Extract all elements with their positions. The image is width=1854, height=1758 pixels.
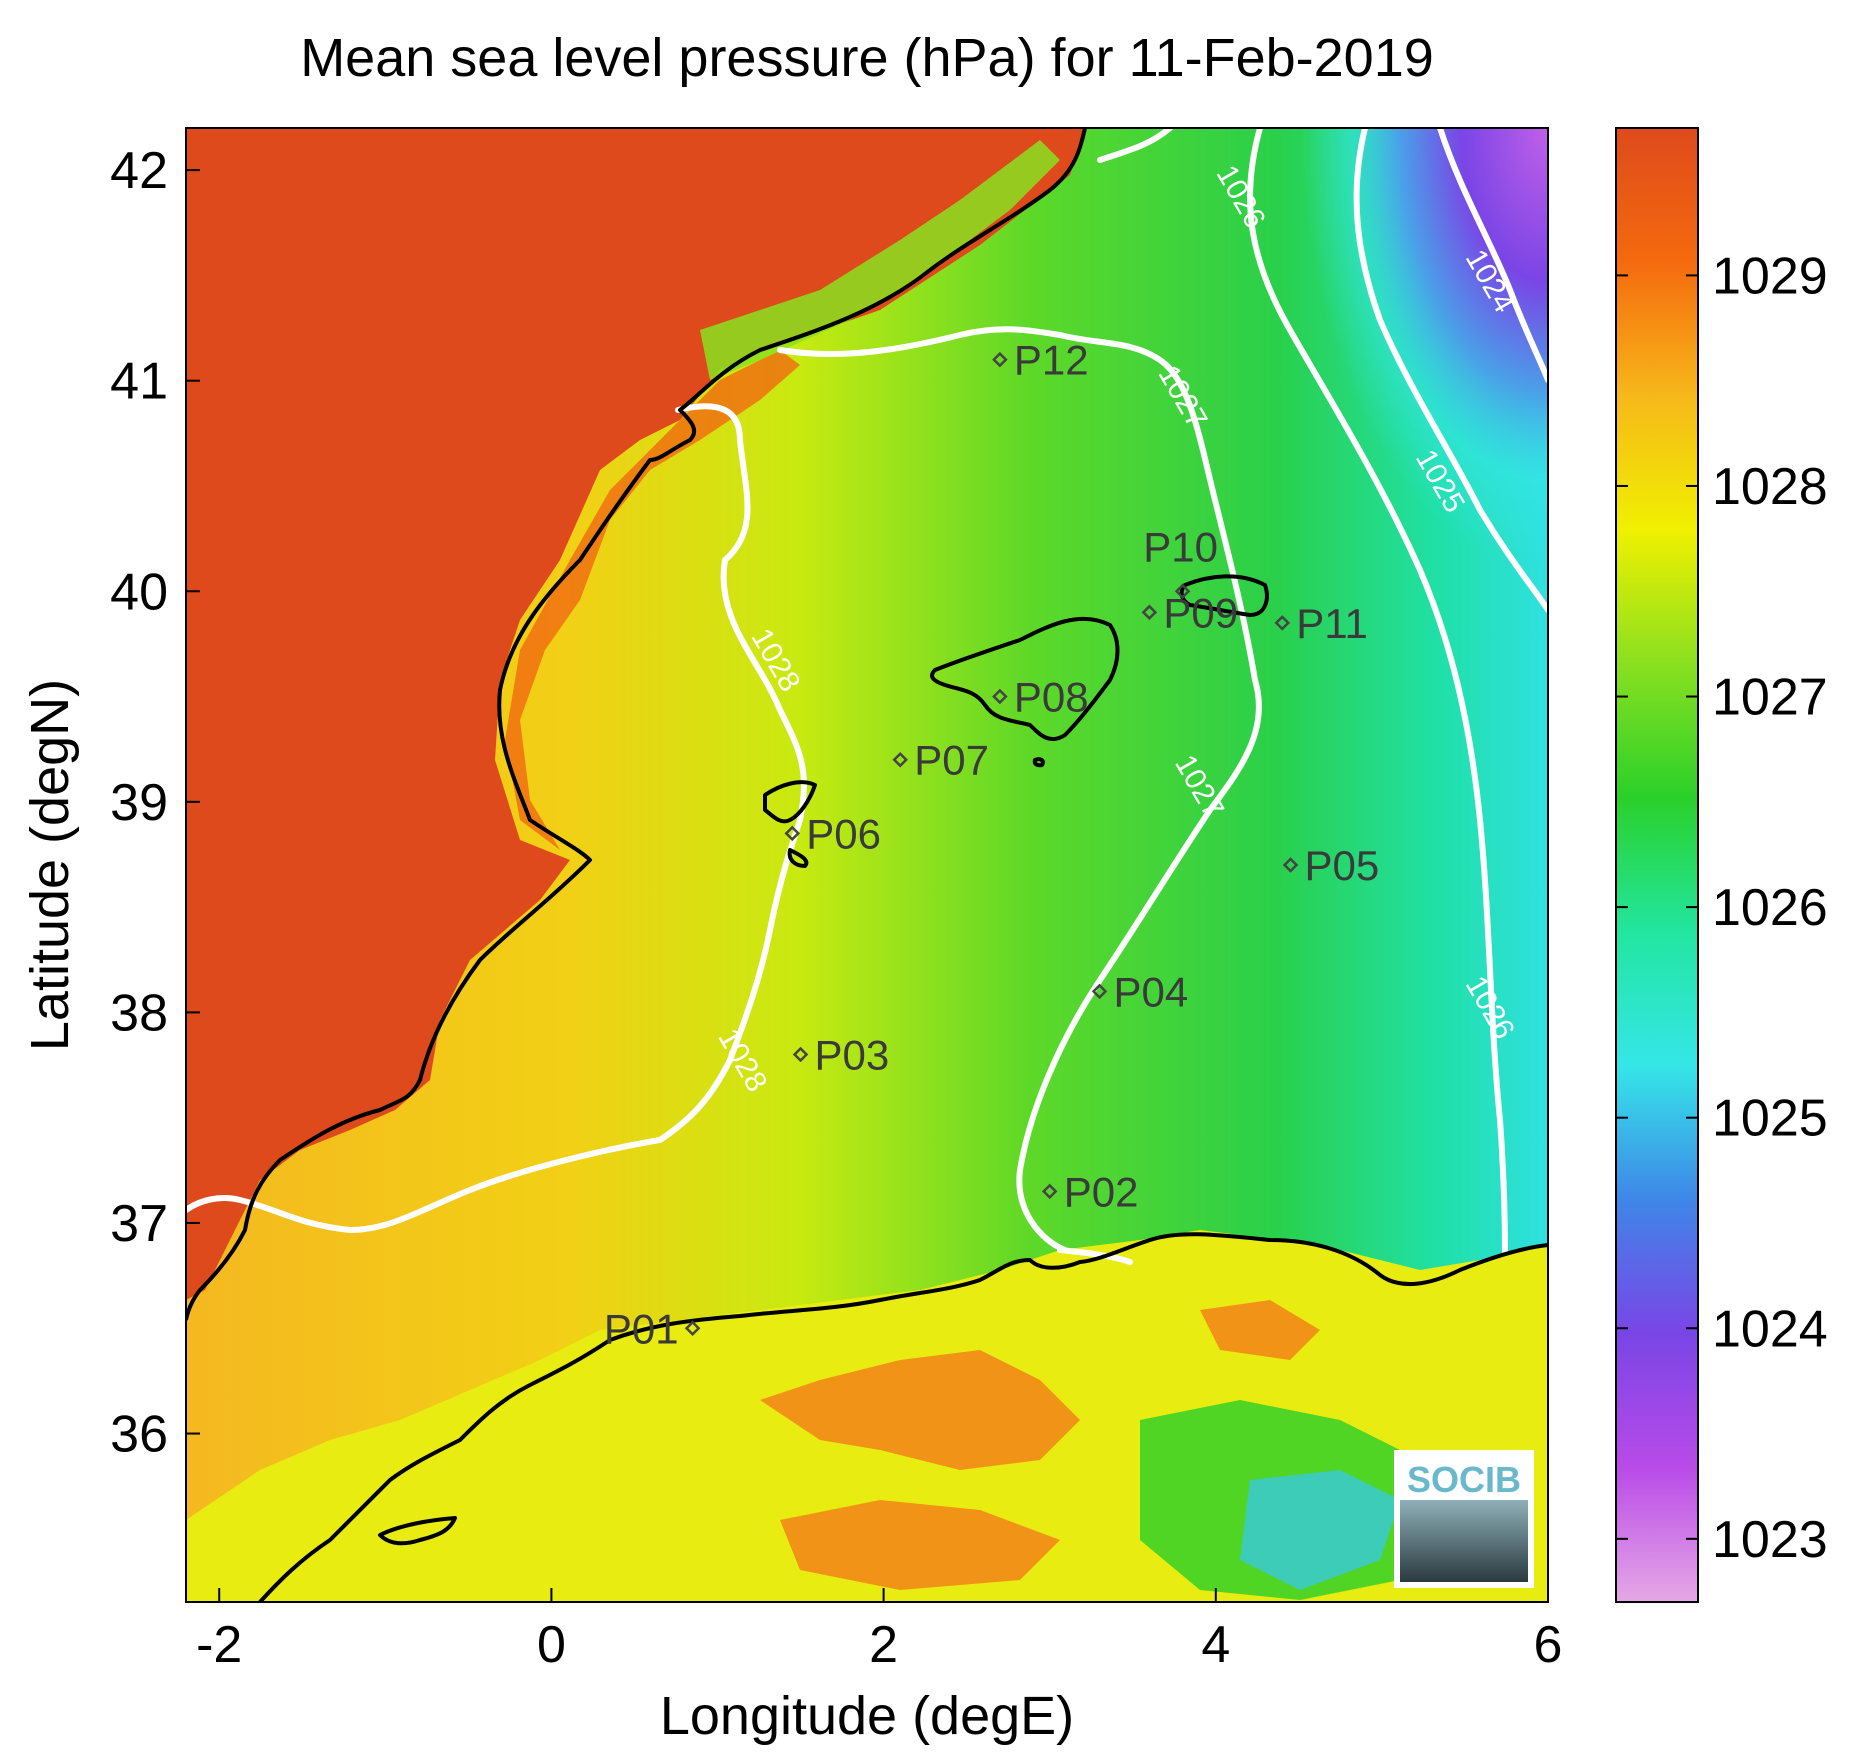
cabrera-coast [1032,757,1045,768]
y-tick-label: 39 [110,774,168,832]
colorbar-tick-label: 1028 [1712,458,1828,516]
station-marker [892,751,908,768]
iberia-coastal-band [505,350,800,850]
contour-1027-northeast [1097,128,1173,163]
y-tick-label: 41 [110,353,168,411]
station-marker [1141,604,1158,621]
colorbar-tick-label: 1024 [1712,1300,1828,1358]
contour-1026-north [1247,128,1508,1255]
station-label: P01 [604,1305,679,1352]
y-axis: 36 37 38 39 40 41 42 [110,142,200,1464]
ibiza-coast [763,780,817,824]
colorbar-tick-label: 1023 [1712,1511,1828,1569]
station-marker [1274,615,1291,631]
colorbar-ticks: 1023 1024 1025 1026 1027 1028 1029 [1616,247,1828,1569]
station-marker [784,825,801,842]
contour-1025 [1353,128,1548,613]
x-tick-label: 2 [869,1616,898,1674]
colorbar-tick-label: 1025 [1712,1090,1828,1148]
station-label: P11 [1296,600,1368,647]
y-tick-label: 42 [110,142,168,200]
station-marker [684,1320,701,1337]
x-tick-label: 0 [537,1616,566,1674]
station-marker [1282,857,1299,873]
colorbar-gradient [1615,127,1699,1603]
x-tick-label: -2 [196,1616,242,1674]
station-marker [992,351,1008,368]
y-tick-label: 36 [110,1406,168,1464]
africa-orange-highlands [760,1300,1320,1590]
iberia-land [186,128,1085,1300]
africa-cyan-east [1240,1470,1400,1590]
mallorca-coast [930,616,1120,742]
contour-1027-islands [777,326,1262,1253]
station-label: P02 [1064,1168,1139,1215]
colorbar-tick-label: 1027 [1712,669,1828,727]
station-label: P08 [1014,674,1089,721]
contour-1028 [186,403,807,1234]
iberia-green-patches [700,140,1060,380]
alboran-island [378,1516,457,1546]
menorca-coast [1179,574,1269,617]
low-pressure-corner [1100,128,1548,928]
station-label: P10 [1143,523,1218,570]
coastlines [186,128,1548,1602]
colorbar: 1023 1024 1025 1026 1027 1028 1029 [1615,127,1828,1603]
station-marker [1091,983,1108,1000]
station-label: P07 [914,737,989,784]
x-axis-label: Longitude (degE) [660,1686,1074,1746]
formentera-coast [787,848,809,868]
station-label: P03 [815,1032,890,1079]
y-tick-label: 38 [110,984,168,1042]
y-tick-label: 37 [110,1195,168,1253]
x-axis: -2 0 2 4 6 [196,1588,1562,1674]
pressure-contours [186,128,1548,1265]
station-markers: P01 P02 P03 P04 P05 P06 P07 P08 P09 P10 P11 P12 [604,337,1379,1353]
x-tick-label: 4 [1201,1616,1230,1674]
station-marker [792,1046,809,1063]
colorbar-tick-label: 1026 [1712,879,1828,937]
chart-title: Mean sea level pressure (hPa) for 11-Feb… [300,28,1434,88]
y-tick-label: 40 [110,563,168,621]
iberia-coastline [186,128,1087,1321]
station-marker [992,688,1008,705]
colorbar-tick-label: 1029 [1712,247,1828,305]
station-label: P09 [1163,589,1238,636]
plot-frame [185,127,1549,1603]
station-label: P05 [1305,842,1380,889]
station-label: P04 [1114,968,1189,1015]
station-marker [1174,583,1191,600]
socib-logo-body [1400,1500,1528,1582]
x-tick-label: 6 [1534,1616,1563,1674]
station-label: P06 [806,810,881,857]
contour-1024 [1437,128,1548,383]
africa-coastline [258,1232,1548,1602]
station-marker [1041,1183,1058,1200]
contour-1028-africa [1057,1247,1133,1265]
socib-logo: SOCIB [1394,1450,1534,1588]
socib-logo-text: SOCIB [1407,1459,1521,1500]
station-label: P12 [1014,337,1089,384]
y-axis-label: Latitude (degN) [20,679,80,1051]
